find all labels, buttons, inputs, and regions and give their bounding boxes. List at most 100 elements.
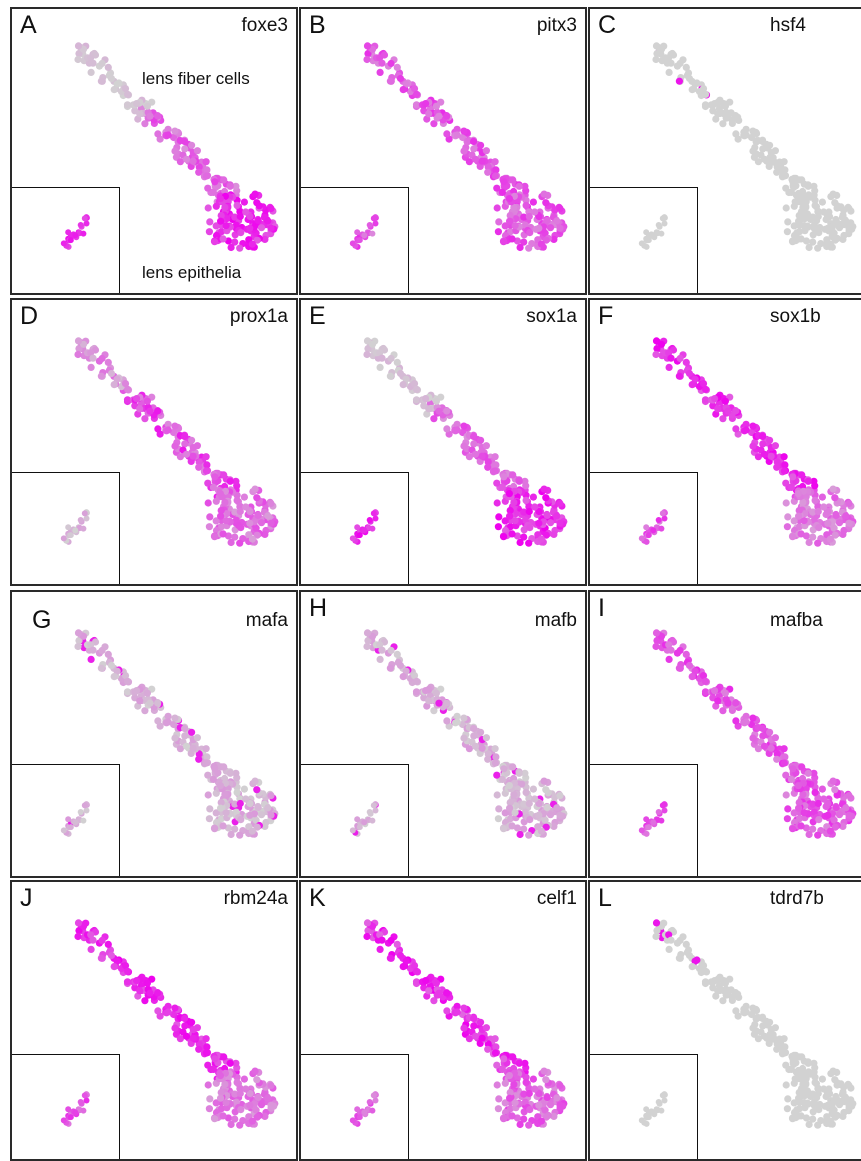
cell-point <box>74 337 83 345</box>
cell-point <box>525 1121 533 1129</box>
cell-point <box>510 1080 518 1088</box>
cell-point <box>211 473 219 481</box>
cell-point <box>796 523 804 531</box>
cell-point <box>732 407 740 415</box>
cell-point <box>465 1035 473 1043</box>
cell-point <box>443 425 451 433</box>
cell-point <box>810 1059 818 1067</box>
cell-point <box>72 819 79 826</box>
cell-point <box>652 629 661 637</box>
cell-point <box>732 130 740 138</box>
cell-point <box>216 195 224 203</box>
inset-box <box>590 1054 698 1159</box>
cell-point <box>815 816 823 824</box>
cell-point <box>202 745 210 753</box>
cell-point <box>811 788 819 796</box>
panel-letter: K <box>309 884 326 912</box>
cell-point <box>363 642 371 651</box>
panel-letter: B <box>309 11 326 39</box>
cell-point <box>711 395 719 403</box>
cell-point <box>661 220 668 227</box>
cell-point <box>182 450 191 458</box>
cell-point <box>507 228 515 236</box>
cell-point <box>525 799 533 808</box>
cell-point <box>818 493 826 501</box>
cell-point <box>182 742 191 750</box>
cell-point <box>242 208 250 216</box>
cell-point <box>653 345 661 353</box>
cell-point <box>141 120 149 128</box>
cell-point <box>546 1101 555 1109</box>
cell-point <box>399 673 407 681</box>
cell-point <box>376 931 384 939</box>
cell-point <box>653 927 661 935</box>
cell-point <box>356 532 363 539</box>
cell-point <box>643 229 650 236</box>
scatter-plot <box>60 629 279 839</box>
cell-point <box>845 519 853 527</box>
cell-point <box>719 997 727 1005</box>
cell-point <box>500 238 508 246</box>
cell-point <box>540 190 548 198</box>
cell-point <box>655 222 662 228</box>
cell-point <box>795 506 803 515</box>
inset-box <box>301 472 409 584</box>
cell-point <box>771 734 779 742</box>
cell-point <box>253 236 261 244</box>
cell-point <box>676 646 684 655</box>
cell-point <box>535 519 543 527</box>
cell-point <box>506 804 514 812</box>
cell-point <box>759 1022 767 1030</box>
cell-point <box>412 978 421 986</box>
cell-point <box>511 809 519 817</box>
cell-point <box>121 962 130 970</box>
cell-point <box>124 677 132 685</box>
cell-point <box>74 642 82 651</box>
cell-point <box>246 212 254 221</box>
cell-point <box>264 217 272 225</box>
cell-point <box>478 452 486 460</box>
cell-point <box>443 699 451 707</box>
cell-point <box>824 1101 832 1109</box>
cell-point <box>691 375 699 383</box>
cell-point <box>477 436 485 444</box>
cell-point <box>754 158 762 166</box>
cell-point <box>236 1089 244 1098</box>
cell-point <box>220 1053 228 1061</box>
cell-point <box>814 539 822 547</box>
cell-point <box>364 637 372 645</box>
cell-point <box>820 795 828 803</box>
cell-point <box>224 532 233 540</box>
cell-point <box>410 672 419 680</box>
cell-point <box>369 230 376 237</box>
cell-point <box>87 945 95 953</box>
cell-point <box>387 354 395 363</box>
scatter-plot <box>349 629 568 839</box>
cell-point <box>209 775 217 783</box>
cell-point <box>218 815 226 823</box>
cell-point <box>240 785 248 793</box>
cell-point <box>507 523 515 531</box>
cell-point <box>195 755 203 763</box>
cell-point <box>267 792 275 800</box>
cell-point <box>787 775 795 783</box>
cell-point <box>780 453 788 461</box>
cell-point <box>361 527 368 534</box>
cell-point <box>771 442 779 450</box>
cell-point <box>246 1089 254 1098</box>
cell-point <box>529 493 537 501</box>
cell-point <box>422 687 430 695</box>
cell-point <box>222 809 230 817</box>
cell-point <box>771 147 779 155</box>
cell-point <box>107 369 116 378</box>
cell-point <box>509 176 517 184</box>
cell-point <box>349 827 356 834</box>
cell-point <box>204 1081 212 1089</box>
cell-point <box>829 1067 837 1075</box>
cell-point <box>505 490 513 498</box>
cell-point <box>760 450 769 458</box>
cell-point <box>231 508 239 516</box>
cell-point <box>520 508 528 516</box>
